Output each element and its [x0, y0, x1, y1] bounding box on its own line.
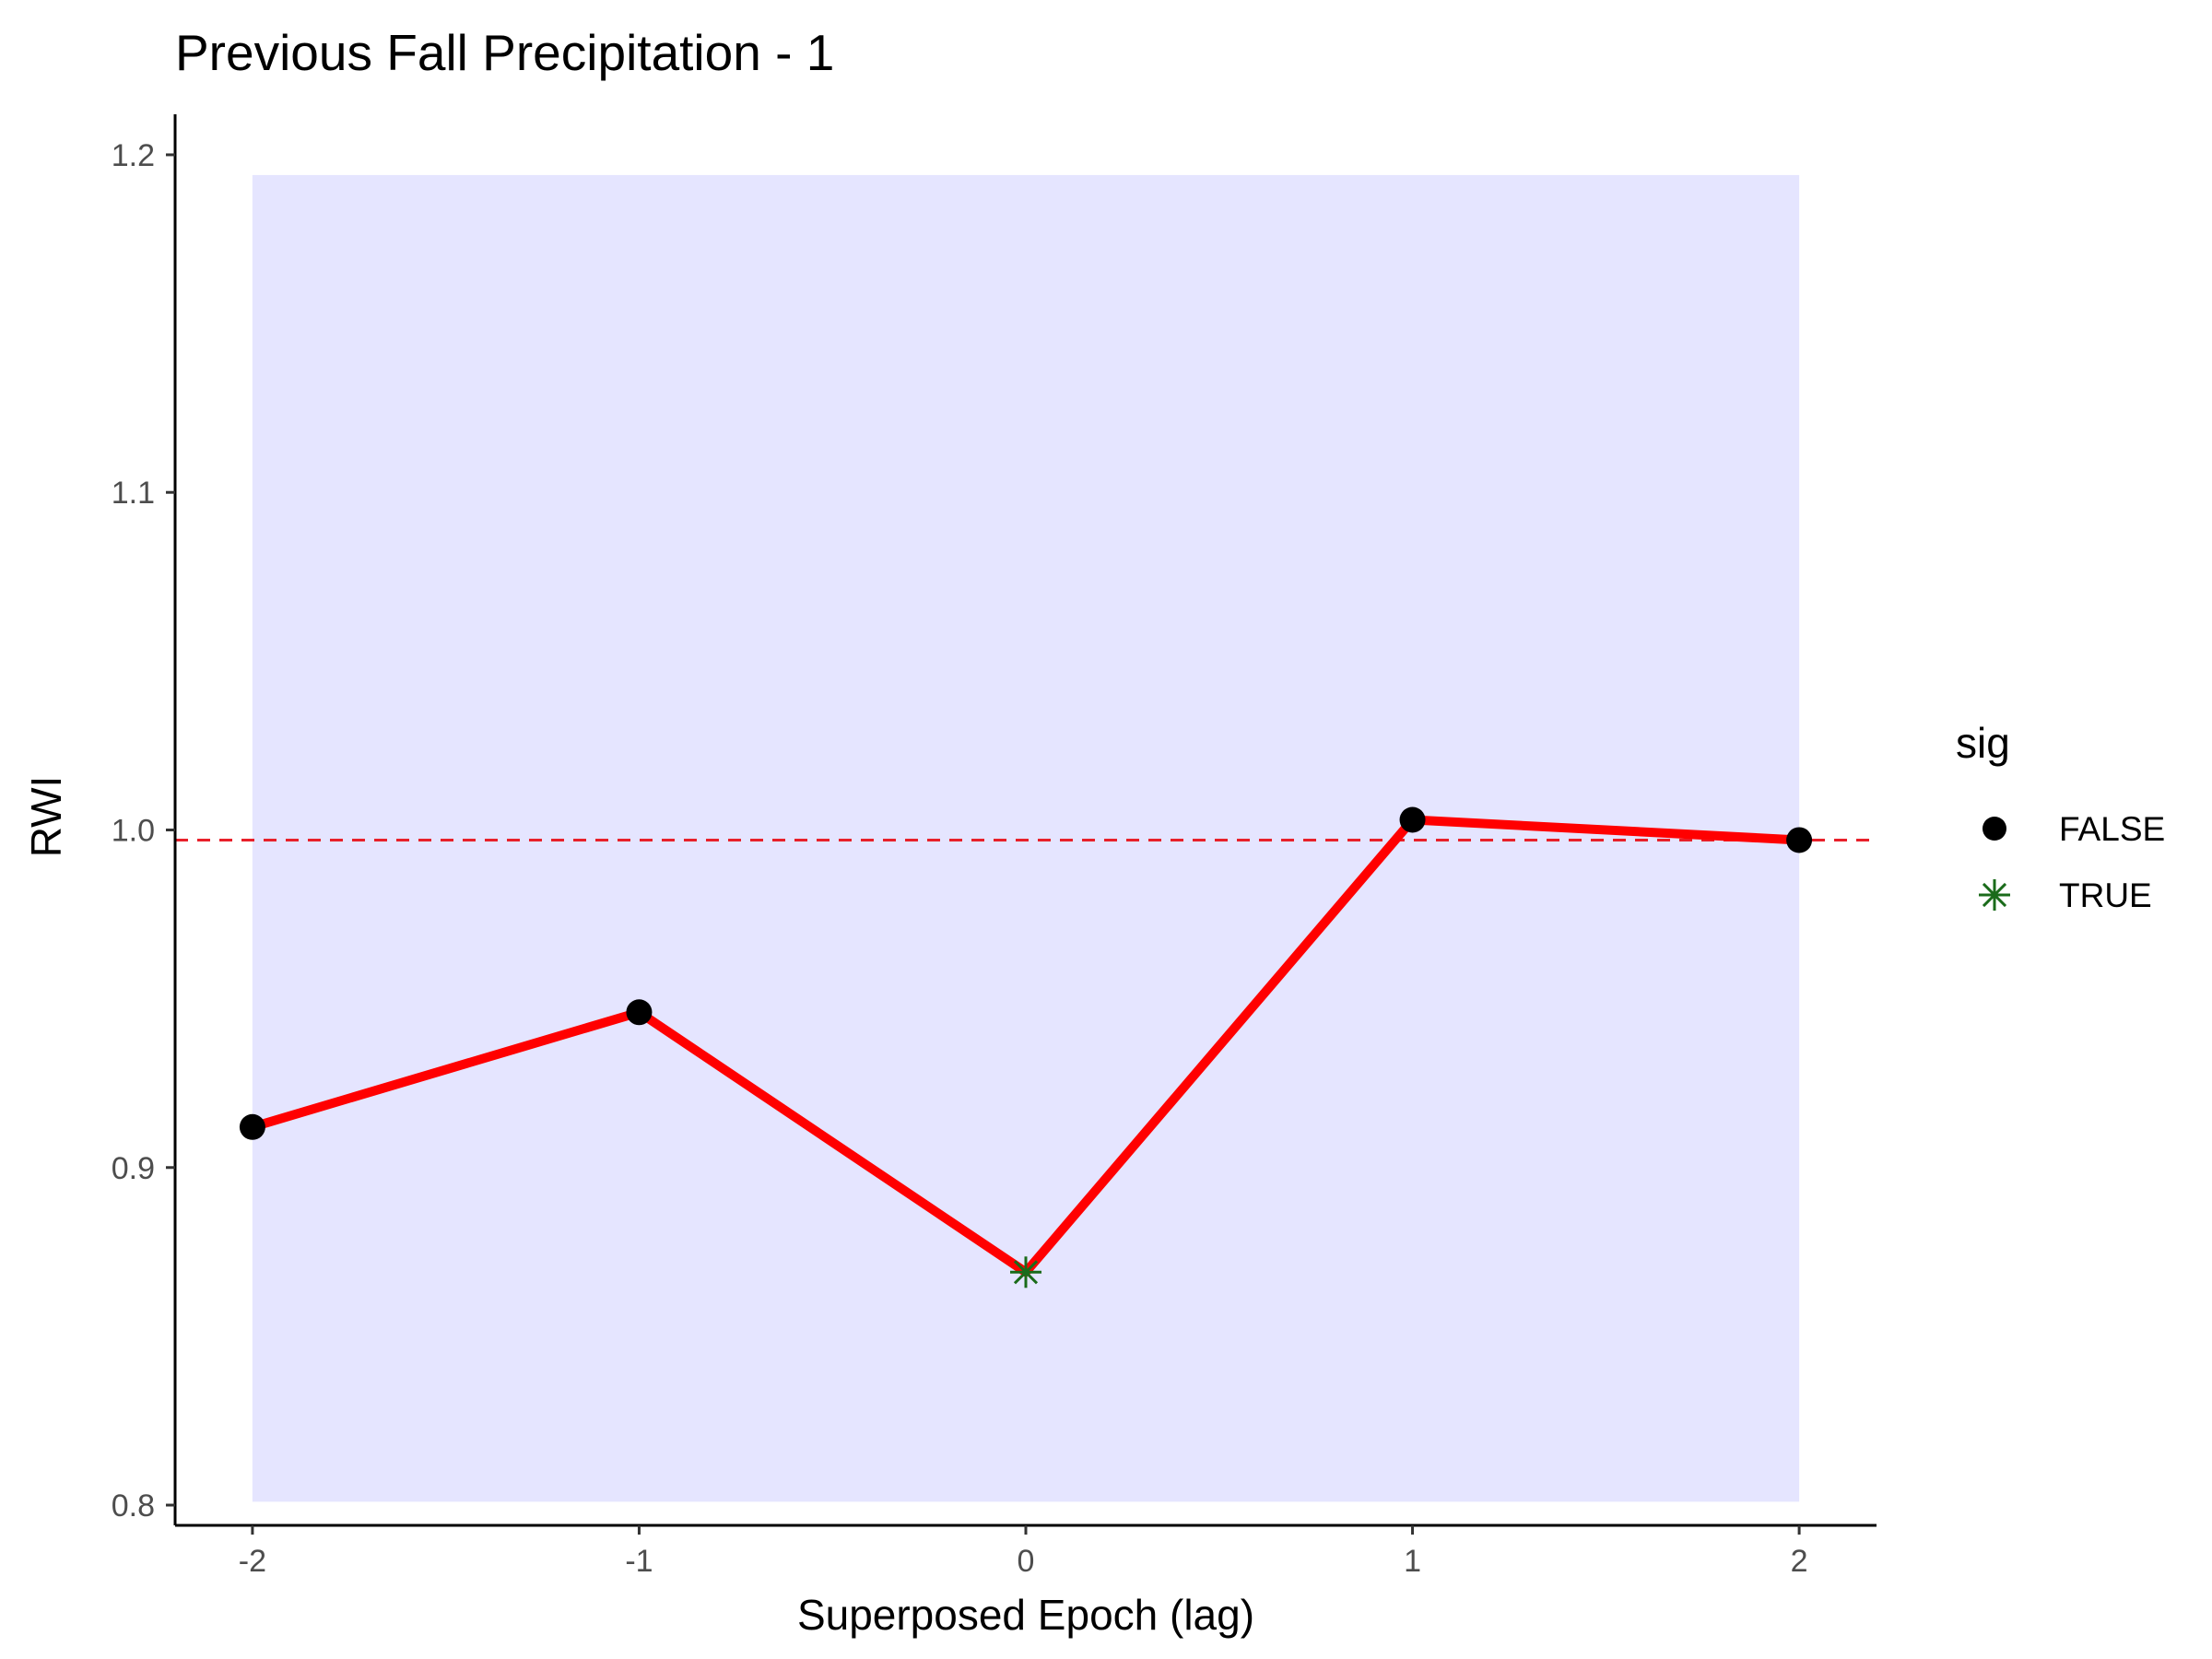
data-point-sig-false — [1399, 806, 1426, 833]
data-points — [239, 806, 1813, 1288]
y-tick-label: 0.8 — [112, 1488, 155, 1524]
x-tick-label: -1 — [625, 1544, 653, 1579]
data-point-sig-true — [1010, 1256, 1041, 1288]
legend-label: TRUE — [2059, 877, 2152, 914]
chart-title: Previous Fall Precipitation - 1 — [175, 24, 834, 81]
y-tick-label: 1.1 — [112, 476, 155, 511]
plot-area — [175, 174, 1877, 1502]
y-ticks: 0.8 0.9 1.0 1.1 1.2 — [112, 138, 175, 1524]
x-tick-label: 1 — [1404, 1544, 1421, 1579]
x-ticks: -2 -1 0 1 2 — [239, 1525, 1808, 1579]
legend-entries: FALSE TRUE — [1979, 810, 2165, 914]
x-tick-label: 2 — [1791, 1544, 1808, 1579]
legend-title: sig — [1956, 719, 2010, 767]
data-point-sig-false — [1786, 827, 1813, 853]
x-axis: -2 -1 0 1 2 — [175, 1524, 1877, 1579]
x-axis-title: Superposed Epoch (lag) — [797, 1591, 1254, 1639]
y-tick-label: 0.9 — [112, 1151, 155, 1186]
y-axis: 0.8 0.9 1.0 1.1 1.2 — [112, 114, 177, 1525]
legend-key-true — [1979, 879, 2010, 911]
x-tick-label: -2 — [239, 1544, 266, 1579]
data-point-sig-false — [239, 1113, 265, 1140]
legend-key-false — [1983, 817, 2006, 841]
data-point-sig-false — [626, 999, 653, 1026]
legend: sig FALSE TRUE — [1956, 719, 2165, 914]
confidence-band — [252, 174, 1800, 1502]
x-tick-label: 0 — [1018, 1544, 1035, 1579]
y-tick-label: 1.2 — [112, 138, 155, 173]
y-axis-title: RWI — [22, 776, 70, 858]
legend-label: FALSE — [2059, 810, 2165, 848]
y-tick-label: 1.0 — [112, 813, 155, 848]
